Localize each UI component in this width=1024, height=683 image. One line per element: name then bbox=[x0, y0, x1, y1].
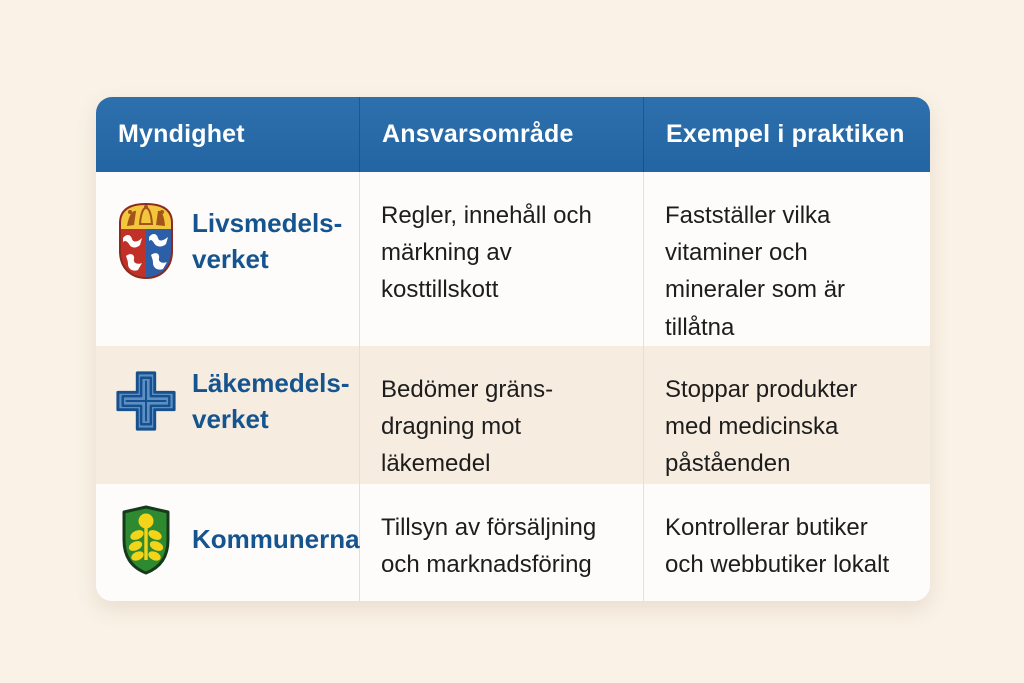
authority-name: Kommunerna bbox=[192, 524, 360, 555]
column-header-myndighet: Myndighet bbox=[96, 97, 360, 172]
lakemedelsverket-cross-icon bbox=[114, 369, 178, 433]
column-header-ansvarsomrade: Ansvarsområde bbox=[360, 97, 644, 172]
example-cell: Fastställer vilka vitaminer och minerale… bbox=[665, 202, 846, 341]
table-header-row: Myndighet Ansvarsområde Exempel i prakti… bbox=[96, 97, 930, 172]
table-row-kommunerna: Kommunerna Tillsyn av försäljning och ma… bbox=[96, 484, 930, 601]
authority-cell: Kommunerna bbox=[96, 484, 360, 601]
table-row-livsmedelsverket: Livsmedels- verket Regler, innehåll och … bbox=[96, 172, 930, 346]
responsibility-cell: Regler, innehåll och märkning av kosttil… bbox=[360, 172, 644, 346]
example-cell: Kontrollerar butiker och webbutiker loka… bbox=[665, 514, 890, 579]
example-cell: Stoppar produkter med medicinska påståen… bbox=[665, 376, 858, 478]
authority-name: Livsmedels- verket bbox=[192, 207, 343, 274]
kommunerna-shield-icon bbox=[114, 504, 178, 576]
column-header-exempel: Exempel i praktiken bbox=[666, 120, 905, 148]
authority-cell: Livsmedels- verket bbox=[96, 172, 360, 346]
authority-cell: Läkemedels- verket bbox=[96, 346, 360, 484]
responsibility-cell: Tillsyn av försäljning och marknadsförin… bbox=[360, 484, 644, 601]
table-row-lakemedelsverket: Läkemedels- verket Bedömer gräns- dragni… bbox=[96, 346, 930, 484]
responsibility-cell: Bedömer gräns- dragning mot läkemedel bbox=[360, 346, 644, 484]
authority-name: Läkemedels- verket bbox=[192, 367, 350, 434]
authorities-table: Myndighet Ansvarsområde Exempel i prakti… bbox=[96, 97, 930, 601]
livsmedelsverket-crest-icon bbox=[114, 202, 178, 280]
